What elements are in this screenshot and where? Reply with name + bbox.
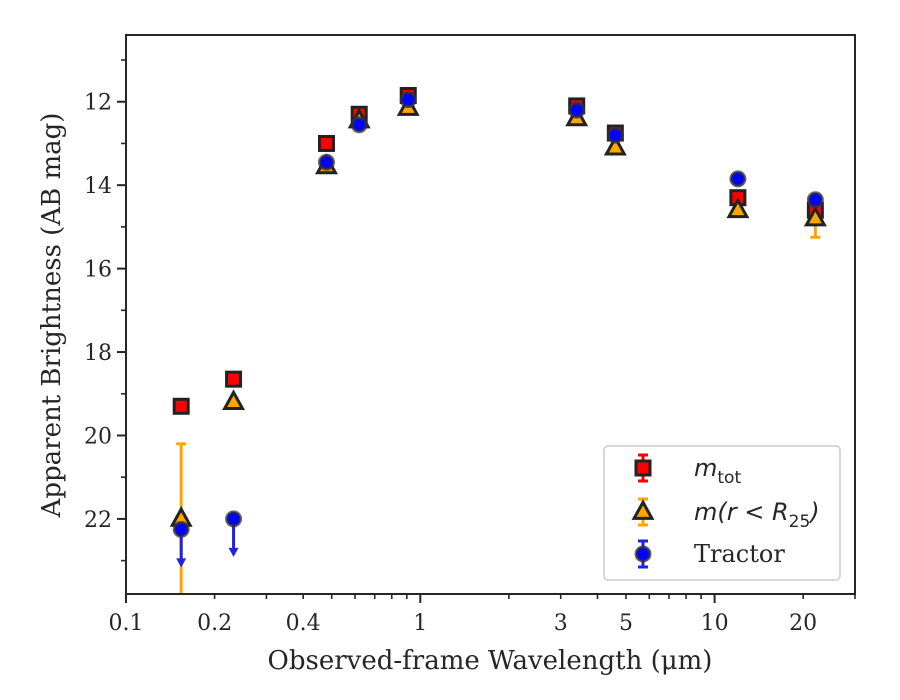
y-axis-label: Apparent Brightness (AB mag) (37, 113, 67, 519)
legend-marker-1 (631, 499, 655, 520)
series-2-point-0-marker (172, 520, 190, 538)
axes: 0.1 0.2 0.4 1 3 5 10 20 12 14 16 18 20 22 (84, 34, 856, 636)
y-tick-label: 20 (84, 424, 112, 449)
x-tick-label: 0.4 (286, 611, 321, 636)
y-tick-label: 18 (84, 341, 112, 366)
series-2-point-2-marker (317, 153, 335, 171)
legend-marker-0 (634, 459, 652, 477)
series-1-point-7-marker (726, 197, 750, 219)
x-tick-label: 1 (413, 611, 427, 636)
series-2-point-1-upper-limit-arrow-head (228, 547, 239, 557)
series-2-point-5-marker (568, 101, 586, 119)
x-tick-label: 20 (789, 611, 817, 636)
x-tick-label: 5 (619, 611, 633, 636)
series-2-point-7-marker (729, 170, 747, 188)
series-2-point-3-marker (350, 116, 368, 134)
y-tick-label: 16 (84, 258, 112, 283)
legend-marker-2 (634, 545, 652, 563)
series-1-point-8-marker (803, 205, 827, 227)
plot-clipped (169, 86, 827, 594)
x-tick-label: 0.1 (109, 611, 144, 636)
series-1-point-6-marker (603, 134, 627, 156)
legend-box (603, 445, 841, 581)
legend-label-main: m (694, 454, 717, 482)
axes-frame (125, 34, 856, 595)
legend-label-0: mtot (694, 454, 741, 488)
x-tick-label: 3 (554, 611, 568, 636)
series-0-point-1-marker (225, 370, 243, 388)
series-2-point-0-upper-limit-arrow-head (176, 558, 187, 568)
series-2-point-8-marker (806, 191, 824, 209)
legend-label-main: Tractor (694, 540, 785, 568)
legend-label-subscript: tot (717, 468, 741, 488)
series-2-point-6-marker (606, 126, 624, 144)
series-0-point-2-marker (317, 134, 335, 152)
legend-label-tail: ) (808, 498, 819, 526)
plot-area (169, 86, 827, 594)
y-tick-label: 22 (84, 508, 112, 533)
series-1-point-1-marker (222, 389, 246, 410)
legend-label-subscript: 25 (789, 512, 811, 532)
y-tick-label: 12 (84, 91, 112, 116)
x-tick-label: 0.2 (197, 611, 232, 636)
legend: mtot m(r < R25) Tractor (603, 445, 841, 581)
x-tick-label: 10 (701, 611, 729, 636)
series-2-point-1-marker (225, 510, 243, 528)
y-tick-label: 14 (84, 174, 112, 199)
legend-label-2: Tractor (694, 540, 785, 568)
series-0-point-0-marker (172, 397, 190, 415)
legend-label-1: m(r < R25) (694, 498, 820, 532)
series-2-point-4-marker (399, 91, 417, 109)
x-axis-label: Observed-frame Wavelength (μm) (268, 646, 713, 676)
legend-label-main: m(r < R (694, 498, 789, 526)
